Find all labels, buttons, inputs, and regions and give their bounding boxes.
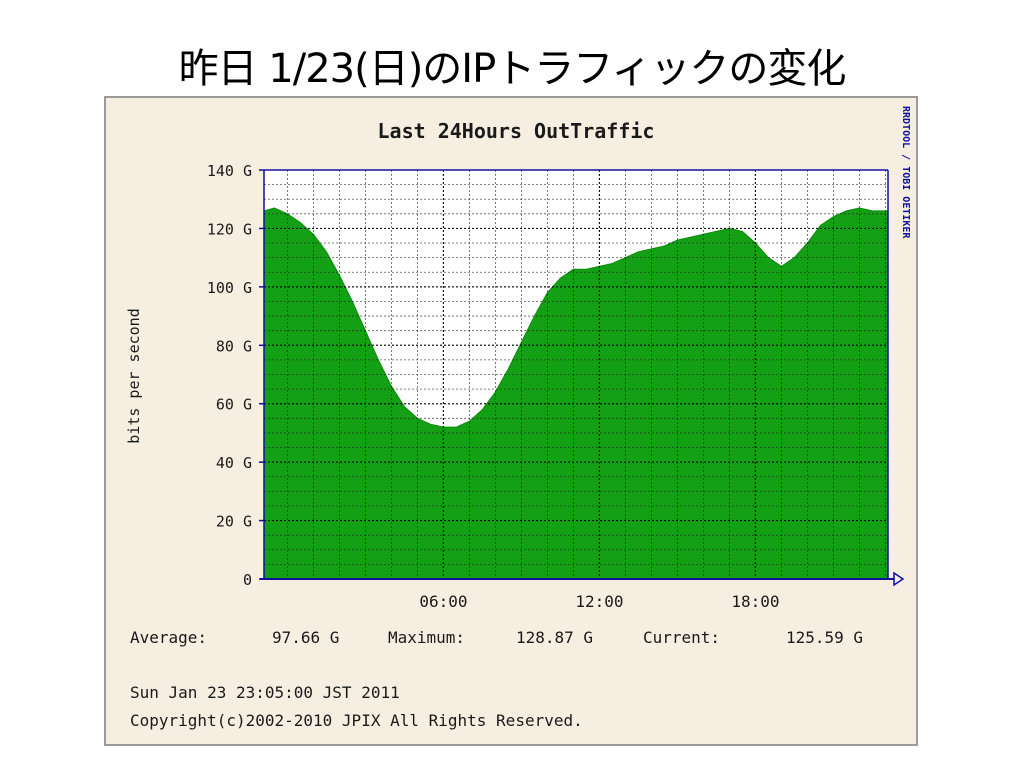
current-value: 125.59 G	[786, 628, 863, 647]
x-axis-arrow-icon	[893, 571, 905, 587]
traffic-graph-panel: Last 24Hours OutTraffic bits per second …	[104, 96, 918, 746]
y-tick-label: 40 G	[216, 454, 252, 472]
y-tick-label: 140 G	[207, 162, 252, 180]
traffic-chart: Last 24Hours OutTraffic bits per second …	[125, 106, 911, 730]
y-tick-label: 60 G	[216, 396, 252, 414]
chart-title: Last 24Hours OutTraffic	[378, 119, 655, 143]
slide-title: 昨日 1/23(日)のIPトラフィックの変化	[178, 46, 847, 92]
y-axis-label: bits per second	[125, 308, 143, 443]
timestamp: Sun Jan 23 23:05:00 JST 2011	[130, 683, 400, 702]
traffic-area-series	[263, 207, 889, 580]
average-value: 97.66 G	[272, 628, 339, 647]
maximum-value: 128.87 G	[516, 628, 593, 647]
y-tick-label: 0	[243, 571, 252, 589]
x-tick-label: 12:00	[575, 592, 623, 611]
current-label: Current:	[643, 628, 720, 647]
x-tick-label: 06:00	[419, 592, 467, 611]
stats-row: Average: 97.66 G Maximum: 128.87 G Curre…	[130, 628, 863, 647]
y-tick-label: 80 G	[216, 337, 252, 355]
maximum-label: Maximum:	[388, 628, 465, 647]
average-label: Average:	[130, 628, 207, 647]
y-tick-label: 20 G	[216, 513, 252, 531]
y-tick-label: 120 G	[207, 220, 252, 238]
x-tick-label: 18:00	[731, 592, 779, 611]
rrdtool-credit-label: RRDTOOL / TOBI OETIKER	[900, 106, 911, 239]
copyright: Copyright(c)2002-2010 JPIX All Rights Re…	[130, 711, 583, 730]
y-tick-label: 100 G	[207, 279, 252, 297]
